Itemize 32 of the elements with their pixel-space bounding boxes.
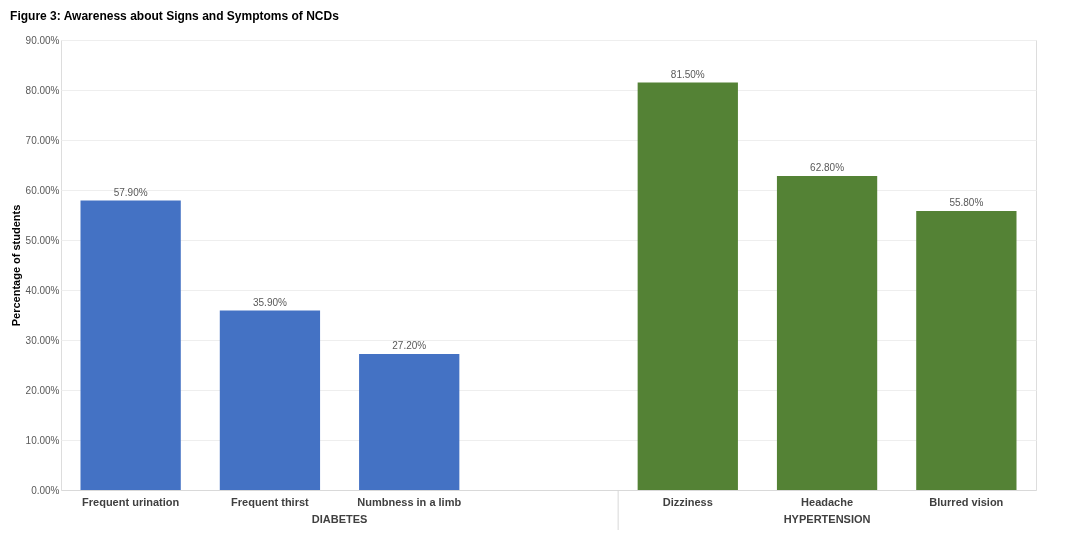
data-label: 55.80% <box>949 197 984 208</box>
chart-title: Figure 3: Awareness about Signs and Symptoms of NCDs <box>10 9 340 23</box>
y-tick-label: 40.00% <box>25 284 60 296</box>
x-tick-label: Blurred vision <box>929 495 1004 508</box>
y-tick-label: 0.00% <box>31 484 60 496</box>
x-tick-label: Dizziness <box>662 495 713 508</box>
y-tick-label: 80.00% <box>25 84 60 96</box>
bar <box>219 310 321 490</box>
text: HYPERTENSION <box>783 513 871 525</box>
y-axis-title: Percentage of students <box>9 204 22 327</box>
data-label: 27.20% <box>392 340 427 351</box>
x-tick-label: Numbness in a limb <box>357 495 462 508</box>
y-tick-label: 30.00% <box>25 334 60 346</box>
data-label: 81.50% <box>670 68 705 80</box>
x-tick-label: Headache <box>801 495 854 508</box>
data-label: 35.90% <box>252 296 287 308</box>
y-tick-label: 90.00% <box>25 34 60 46</box>
data-label: 57.90% <box>113 186 148 198</box>
x-tick-label: Frequent thirst <box>231 495 310 508</box>
x-tick-label: Frequent urination <box>82 495 180 508</box>
y-tick-label: 50.00% <box>25 234 60 246</box>
y-tick-label: 60.00% <box>25 184 60 196</box>
data-label: 62.80% <box>810 162 845 173</box>
bar <box>637 82 738 490</box>
bar <box>359 354 460 490</box>
y-tick-label: 20.00% <box>25 384 60 396</box>
bar <box>916 211 1017 490</box>
bar <box>776 176 878 490</box>
text: DIABETES <box>311 513 368 525</box>
bar <box>80 200 181 490</box>
y-tick-label: 10.00% <box>25 434 60 446</box>
y-tick-label: 70.00% <box>25 134 60 146</box>
